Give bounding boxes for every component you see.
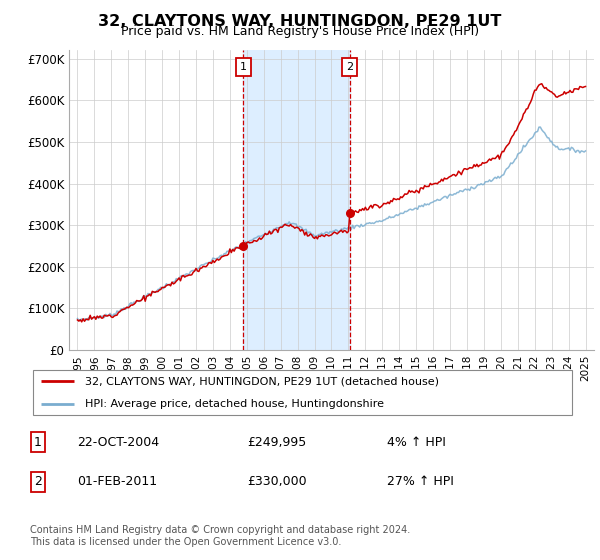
Text: 1: 1 — [240, 62, 247, 72]
Text: 32, CLAYTONS WAY, HUNTINGDON, PE29 1UT (detached house): 32, CLAYTONS WAY, HUNTINGDON, PE29 1UT (… — [85, 376, 439, 386]
Text: HPI: Average price, detached house, Huntingdonshire: HPI: Average price, detached house, Hunt… — [85, 399, 383, 409]
Text: 4% ↑ HPI: 4% ↑ HPI — [387, 436, 446, 449]
Text: 2: 2 — [34, 475, 42, 488]
Text: 01-FEB-2011: 01-FEB-2011 — [77, 475, 157, 488]
Text: Price paid vs. HM Land Registry's House Price Index (HPI): Price paid vs. HM Land Registry's House … — [121, 25, 479, 38]
Text: 1: 1 — [34, 436, 42, 449]
FancyBboxPatch shape — [33, 370, 572, 415]
Text: 27% ↑ HPI: 27% ↑ HPI — [387, 475, 454, 488]
Text: £330,000: £330,000 — [247, 475, 307, 488]
Text: 22-OCT-2004: 22-OCT-2004 — [77, 436, 159, 449]
Text: 32, CLAYTONS WAY, HUNTINGDON, PE29 1UT: 32, CLAYTONS WAY, HUNTINGDON, PE29 1UT — [98, 14, 502, 29]
Text: Contains HM Land Registry data © Crown copyright and database right 2024.
This d: Contains HM Land Registry data © Crown c… — [30, 525, 410, 547]
Text: £249,995: £249,995 — [247, 436, 307, 449]
Bar — [244, 50, 350, 350]
Text: 2: 2 — [346, 62, 353, 72]
